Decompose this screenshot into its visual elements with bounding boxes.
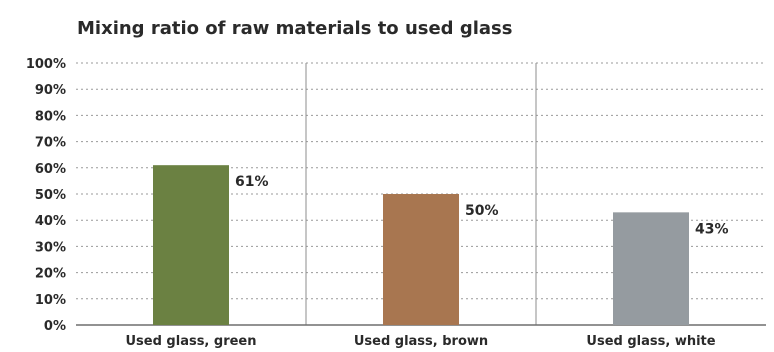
value-label: 61% [235,174,269,190]
y-axis-tick-labels: 0% 10% 20% 30% 40% 50% 60% 70% 80% 90% 100% [26,57,66,334]
bar [153,165,229,325]
y-tick-label: 70% [35,136,66,151]
y-tick-label: 100% [26,57,66,72]
category-labels: Used glass, green Used glass, brown Used g… [125,334,715,349]
y-tick-label: 80% [35,109,66,124]
value-labels: 61% 50% 43% [235,174,729,237]
y-tick-label: 40% [35,214,66,229]
category-label: Used glass, green [125,334,256,349]
y-tick-label: 0% [44,319,66,334]
category-label: Used glass, brown [354,334,488,349]
category-label: Used glass, white [586,334,715,349]
y-tick-label: 60% [35,162,66,177]
bars [153,165,689,325]
bar [383,194,459,325]
y-tick-label: 10% [35,293,66,308]
y-tick-label: 90% [35,83,66,98]
bar [613,212,689,325]
y-tick-label: 30% [35,240,66,255]
value-label: 43% [695,221,729,237]
y-tick-label: 50% [35,188,66,203]
chart-title: Mixing ratio of raw materials to used gl… [77,18,513,39]
value-label: 50% [465,203,499,219]
y-tick-label: 20% [35,267,66,282]
